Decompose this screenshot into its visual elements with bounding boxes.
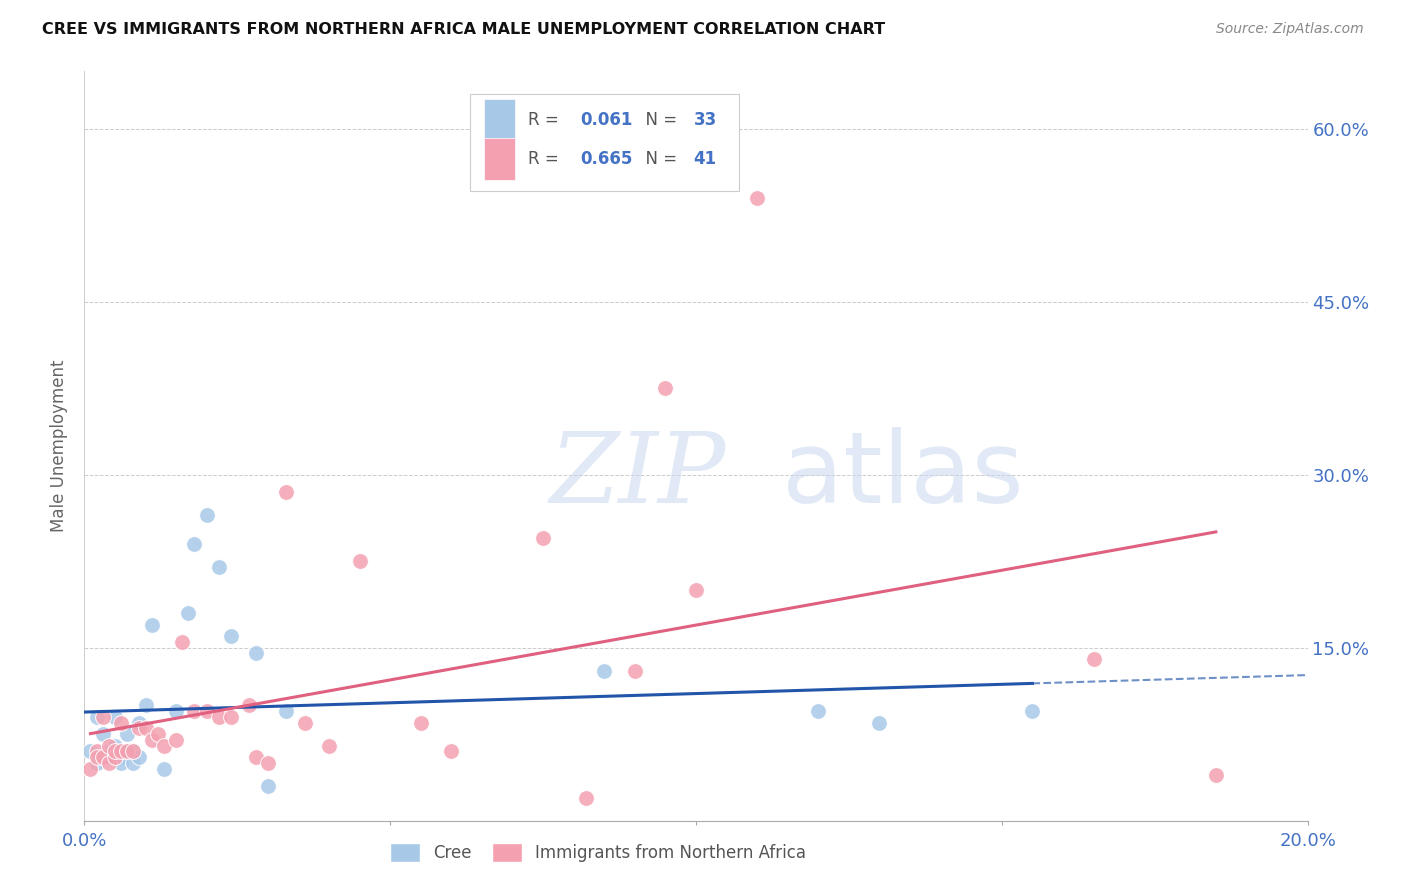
Point: [104, 750, 127, 764]
Point: [97, 750, 120, 764]
Legend: Cree, Immigrants from Northern Africa: Cree, Immigrants from Northern Africa: [384, 836, 813, 869]
Point: [245, 647, 267, 661]
Point: [146, 727, 169, 741]
Point: [593, 664, 616, 678]
Text: 0.061: 0.061: [579, 112, 633, 129]
Text: 33: 33: [693, 112, 717, 129]
Y-axis label: Male Unemployment: Male Unemployment: [51, 359, 69, 533]
Point: [1021, 704, 1043, 718]
Point: [208, 710, 231, 724]
Point: [110, 750, 132, 764]
Point: [165, 733, 187, 747]
Bar: [484, 138, 515, 179]
Point: [141, 733, 163, 747]
Point: [97, 739, 120, 753]
Point: [91, 750, 114, 764]
Point: [219, 710, 242, 724]
Point: [195, 508, 218, 523]
Point: [79, 744, 101, 758]
Point: [115, 727, 138, 741]
Point: [86, 756, 108, 770]
Point: [128, 750, 150, 764]
Point: [257, 756, 280, 770]
Point: [86, 710, 108, 724]
Text: ZIP: ZIP: [550, 428, 725, 524]
Point: [183, 704, 205, 718]
Point: [165, 704, 187, 718]
Point: [172, 635, 194, 649]
Point: [128, 715, 150, 730]
Point: [654, 381, 676, 395]
Point: [531, 531, 554, 545]
Text: atlas: atlas: [782, 427, 1024, 524]
Text: 41: 41: [693, 150, 717, 168]
Point: [97, 744, 120, 758]
Point: [1083, 652, 1105, 666]
Point: [86, 750, 108, 764]
Text: CREE VS IMMIGRANTS FROM NORTHERN AFRICA MALE UNEMPLOYMENT CORRELATION CHART: CREE VS IMMIGRANTS FROM NORTHERN AFRICA …: [42, 22, 886, 37]
Point: [238, 698, 260, 713]
Point: [91, 710, 114, 724]
Point: [575, 790, 598, 805]
Point: [128, 722, 150, 736]
Point: [91, 750, 114, 764]
Point: [91, 727, 114, 741]
Point: [122, 744, 145, 758]
Point: [141, 617, 163, 632]
Point: [183, 537, 205, 551]
Point: [276, 704, 298, 718]
Text: R =: R =: [529, 150, 564, 168]
Point: [86, 744, 108, 758]
Point: [195, 704, 218, 718]
Point: [440, 744, 463, 758]
Point: [122, 756, 145, 770]
Point: [115, 744, 138, 758]
Point: [79, 762, 101, 776]
FancyBboxPatch shape: [470, 94, 738, 191]
Point: [219, 629, 242, 643]
Point: [208, 560, 231, 574]
Point: [122, 744, 145, 758]
Point: [115, 744, 138, 758]
Point: [110, 756, 132, 770]
Point: [110, 744, 132, 758]
Point: [807, 704, 830, 718]
Point: [153, 762, 176, 776]
Text: R =: R =: [529, 112, 564, 129]
Text: 0.665: 0.665: [579, 150, 633, 168]
Point: [685, 583, 707, 598]
Point: [257, 779, 280, 793]
Point: [409, 715, 432, 730]
Point: [349, 554, 371, 568]
Point: [869, 715, 891, 730]
Point: [104, 744, 127, 758]
Text: N =: N =: [636, 150, 682, 168]
Bar: [484, 99, 515, 141]
Point: [153, 739, 176, 753]
Point: [245, 750, 267, 764]
Text: Source: ZipAtlas.com: Source: ZipAtlas.com: [1216, 22, 1364, 37]
Point: [135, 698, 157, 713]
Point: [624, 664, 647, 678]
Point: [104, 710, 127, 724]
Point: [104, 739, 127, 753]
Point: [747, 191, 769, 205]
Point: [110, 715, 132, 730]
Point: [276, 485, 298, 500]
Text: N =: N =: [636, 112, 682, 129]
Point: [294, 715, 316, 730]
Point: [318, 739, 340, 753]
Point: [177, 606, 200, 620]
Point: [97, 756, 120, 770]
Point: [1205, 767, 1227, 781]
Point: [135, 722, 157, 736]
